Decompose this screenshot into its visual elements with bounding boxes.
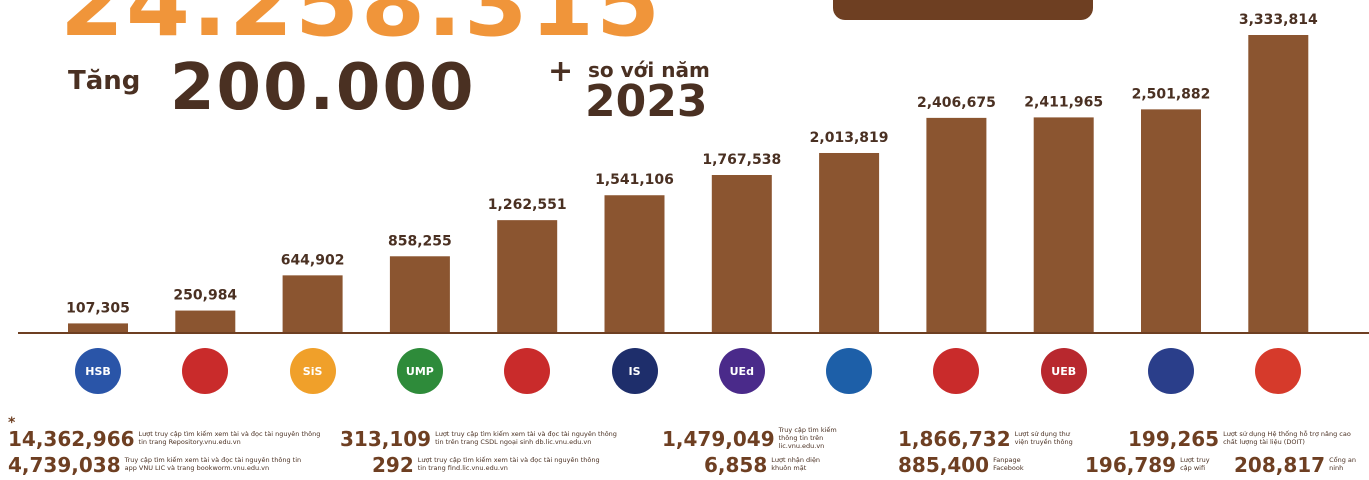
- ueb-logo-icon: UEB: [1040, 348, 1087, 394]
- bar-11: [1141, 109, 1201, 333]
- bar-value-label: 1,541,106: [595, 172, 674, 188]
- stat-value: 1,866,732: [898, 427, 1011, 451]
- increase-value: 200.000: [170, 51, 476, 125]
- stat-value: 208,817: [1234, 453, 1326, 477]
- bar-chart: 107,305 250,984 644,902 858,255 1,262,551 1,5…: [18, 12, 1369, 334]
- bar-value-label: 2,411,965: [1024, 94, 1103, 110]
- stats-section: * 14,362,966 Lượt truy cập tìm kiếm xem t…: [0, 415, 1369, 480]
- stat-desc: Fanpage Facebook: [993, 456, 1024, 472]
- bar-value-label: 3,333,814: [1239, 12, 1318, 28]
- stat-value: 196,789: [1085, 453, 1177, 477]
- bar-4: [389, 256, 450, 333]
- stat-doit: 199,265 Lượt sử dụng Hệ thống hỗ trợ nâng…: [1128, 427, 1363, 451]
- stat-desc: Lượt nhận diện khuôn mặt: [771, 456, 821, 472]
- bar-9: [926, 117, 987, 334]
- stat-find: 292 Lượt truy cập tìm kiếm xem tài và đọc…: [372, 453, 608, 477]
- increase-plus: +: [548, 54, 574, 89]
- stat-lic: 1,479,049 Truy cập tìm kiếm thông tin trê…: [662, 426, 849, 451]
- bar-5: [497, 220, 558, 333]
- sis-logo-icon: SiS: [289, 348, 336, 394]
- stat-desc: Lượt sử dụng Hệ thống hỗ trợ nâng cao ch…: [1223, 430, 1351, 446]
- bar-10: [1033, 117, 1094, 333]
- bar-value-label: 858,255: [388, 233, 452, 249]
- stat-value: 199,265: [1128, 427, 1220, 451]
- stat-value: 313,109: [340, 427, 432, 451]
- compare-year: 2023: [585, 76, 708, 127]
- bar-value-label: 2,406,675: [917, 95, 996, 111]
- bar-3: [282, 275, 343, 333]
- ued-logo-icon: UEd: [718, 348, 765, 394]
- bar-1: [68, 323, 128, 333]
- ussh-logo-icon: [933, 348, 980, 394]
- stat-db: 313,109 Lượt truy cập tìm kiếm xem tài và…: [340, 427, 625, 451]
- total-access-count: 24.258.315: [60, 0, 663, 57]
- hsb-logo-icon: HSB: [75, 348, 121, 394]
- law-school-icon: [504, 348, 551, 394]
- ulis-logo-icon: [1148, 348, 1194, 394]
- stat-value: 4,739,038: [8, 453, 121, 477]
- stat-face: 6,858 Lượt nhận diện khuôn mặt: [704, 453, 841, 477]
- bar-value-label: 644,902: [281, 252, 345, 268]
- stat-value: 885,400: [898, 453, 990, 477]
- header-pill: [833, 0, 1093, 20]
- stat-desc: Lượt truy cập tìm kiếm xem tài và đọc tà…: [417, 456, 600, 472]
- bar-7: [711, 175, 772, 333]
- stat-security-gate: 208,817 Cổng an ninh: [1234, 453, 1357, 477]
- university-seal-icon: [182, 348, 229, 394]
- stat-desc: Lượt sử dụng thư viện truyền thông: [1014, 430, 1073, 446]
- bar-value-label: 250,984: [173, 288, 237, 304]
- bar-8: [819, 152, 880, 333]
- stat-desc: Lượt truy cập wifi: [1180, 456, 1210, 472]
- bar-value-label: 107,305: [66, 300, 130, 316]
- stat-desc: Truy cập tìm kiếm xem tài và đọc tài ngu…: [124, 456, 302, 472]
- stat-media: 1,866,732 Lượt sử dụng thư viện truyền th…: [898, 427, 1085, 451]
- stat-wifi: 196,789 Lượt truy cập wifi: [1085, 453, 1220, 477]
- stat-value: 292: [372, 453, 414, 477]
- stat-desc: Lượt truy cập tìm kiếm xem tài và đọc tà…: [138, 430, 321, 446]
- bar-value-label: 2,013,819: [810, 130, 889, 146]
- ump-logo-icon: UMP: [396, 348, 443, 394]
- bar-value-label: 1,262,551: [488, 197, 567, 213]
- stat-value: 1,479,049: [662, 427, 775, 451]
- stat-app: 4,739,038 Truy cập tìm kiếm xem tài và đọ…: [8, 453, 315, 477]
- bar-6: [604, 195, 665, 333]
- is-logo-icon: IS: [611, 348, 658, 394]
- increase-label: Tăng: [68, 66, 141, 96]
- vnu-logo-icon: [1255, 348, 1302, 394]
- footnote-star: *: [8, 415, 16, 431]
- stat-desc: Cổng an ninh: [1329, 456, 1357, 472]
- bar-value-label: 2,501,882: [1132, 86, 1211, 102]
- bar-2: [175, 310, 236, 333]
- bar-value-label: 1,767,538: [702, 152, 781, 168]
- uet-logo-icon: [826, 348, 873, 394]
- stat-facebook: 885,400 Fanpage Facebook: [898, 453, 1033, 477]
- stat-repository: 14,362,966 Lượt truy cập tìm kiếm xem tài…: [8, 427, 329, 451]
- stat-value: 6,858: [704, 453, 768, 477]
- stat-desc: Truy cập tìm kiếm thông tin trên lic.vnu…: [778, 426, 837, 450]
- logo-row: HSB SiS UMP IS UEd UEB: [0, 340, 1369, 410]
- stat-value: 14,362,966: [8, 427, 135, 451]
- stat-desc: Lượt truy cập tìm kiếm xem tài và đọc tà…: [435, 430, 617, 446]
- bar-12: [1248, 35, 1309, 333]
- compare-label: so với năm: [588, 58, 710, 82]
